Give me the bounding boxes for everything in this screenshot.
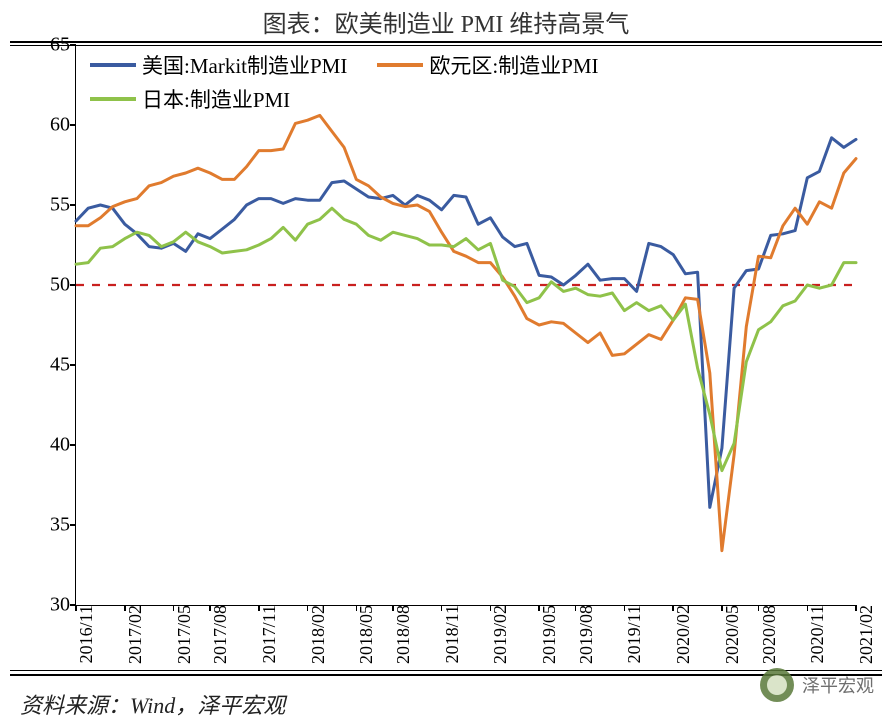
- x-tick-mark: [855, 605, 857, 611]
- rule-top-thick: [10, 41, 882, 43]
- rule-bottom-thick: [10, 674, 882, 676]
- y-tick-mark: [70, 204, 76, 206]
- x-tick-label: 2018/05: [350, 605, 377, 664]
- x-tick-mark: [575, 605, 577, 611]
- series-line: [76, 138, 856, 508]
- x-tick-label: 2019/11: [618, 605, 645, 663]
- x-tick-label: 2019/02: [484, 605, 511, 664]
- x-tick-label: 2017/08: [204, 605, 231, 664]
- x-tick-label: 2020/05: [716, 605, 743, 664]
- x-tick-mark: [356, 605, 358, 611]
- legend-swatch: [90, 63, 136, 67]
- chart-title: 图表：欧美制造业 PMI 维持高景气: [0, 0, 892, 41]
- y-tick-mark: [70, 284, 76, 286]
- x-tick-label: 2017/02: [119, 605, 146, 664]
- legend-label: 欧元区:制造业PMI: [429, 50, 598, 80]
- x-tick-label: 2020/11: [801, 605, 828, 663]
- chart-svg: [76, 45, 856, 605]
- x-tick-label: 2019/08: [570, 605, 597, 664]
- x-tick-mark: [490, 605, 492, 611]
- source-text: 资料来源：Wind，泽平宏观: [20, 688, 285, 720]
- y-tick-mark: [70, 364, 76, 366]
- rule-bottom-thin: [10, 670, 882, 671]
- x-tick-mark: [307, 605, 309, 611]
- watermark-icon: [760, 668, 794, 702]
- x-tick-mark: [721, 605, 723, 611]
- x-tick-mark: [624, 605, 626, 611]
- x-tick-label: 2016/11: [70, 605, 97, 663]
- x-tick-mark: [258, 605, 260, 611]
- x-tick-mark: [124, 605, 126, 611]
- legend-item: 日本:制造业PMI: [90, 84, 290, 114]
- watermark-text: 泽平宏观: [802, 672, 874, 698]
- legend-label: 美国:Markit制造业PMI: [142, 50, 347, 80]
- legend-label: 日本:制造业PMI: [142, 84, 290, 114]
- series-line: [76, 115, 856, 550]
- x-tick-mark: [672, 605, 674, 611]
- x-tick-label: 2018/08: [387, 605, 414, 664]
- x-tick-mark: [807, 605, 809, 611]
- series-line: [76, 208, 856, 470]
- x-tick-mark: [173, 605, 175, 611]
- y-tick-mark: [70, 444, 76, 446]
- x-tick-mark: [538, 605, 540, 611]
- x-tick-mark: [392, 605, 394, 611]
- plot-area: 30354045505560652016/112017/022017/05201…: [75, 45, 856, 606]
- y-tick-mark: [70, 124, 76, 126]
- x-tick-label: 2017/05: [168, 605, 195, 664]
- y-tick-mark: [70, 524, 76, 526]
- legend-swatch: [90, 97, 136, 101]
- x-tick-label: 2017/11: [253, 605, 280, 663]
- x-tick-label: 2019/05: [533, 605, 560, 664]
- x-tick-mark: [75, 605, 77, 611]
- x-tick-label: 2020/08: [753, 605, 780, 664]
- x-tick-mark: [209, 605, 211, 611]
- watermark: 泽平宏观: [760, 668, 874, 702]
- x-tick-label: 2021/02: [850, 605, 877, 664]
- x-tick-label: 2018/11: [436, 605, 463, 663]
- x-tick-label: 2018/02: [302, 605, 329, 664]
- legend: 美国:Markit制造业PMI 欧元区:制造业PMI 日本:制造业PMI: [90, 50, 599, 118]
- legend-item: 欧元区:制造业PMI: [377, 50, 598, 80]
- x-tick-label: 2020/02: [667, 605, 694, 664]
- y-tick-mark: [70, 44, 76, 46]
- x-tick-mark: [441, 605, 443, 611]
- legend-item: 美国:Markit制造业PMI: [90, 50, 347, 80]
- legend-swatch: [377, 63, 423, 67]
- x-tick-mark: [758, 605, 760, 611]
